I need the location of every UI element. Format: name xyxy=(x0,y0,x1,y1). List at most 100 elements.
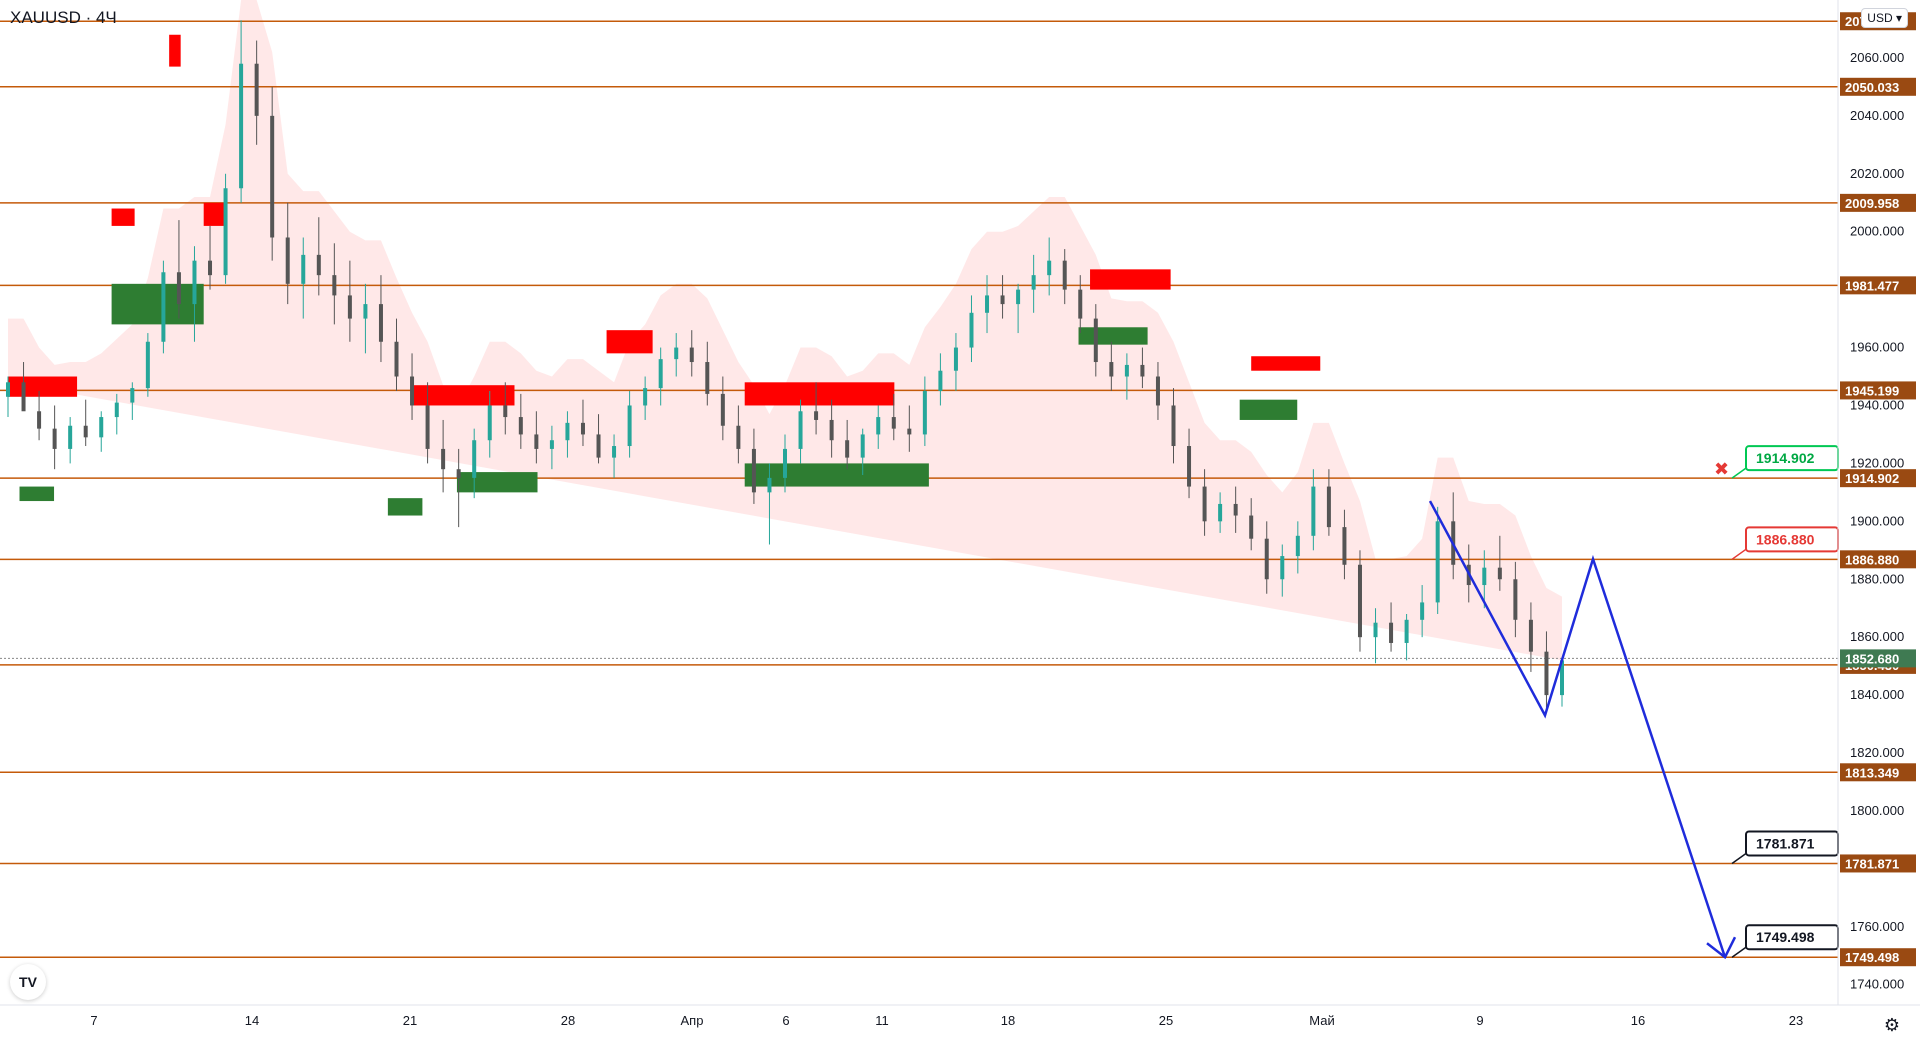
level-price-tag xyxy=(1840,763,1916,782)
candle-body xyxy=(783,448,787,478)
candle-body xyxy=(472,440,477,478)
candle-body xyxy=(612,446,617,458)
red-x-mark-icon: ✖ xyxy=(1714,459,1729,479)
projection-arrowhead xyxy=(1706,936,1737,960)
candle-body xyxy=(441,448,446,470)
candle-body xyxy=(736,425,741,449)
price-tick-label: 1800.000 xyxy=(1850,803,1904,818)
level-price-label: 1945.199 xyxy=(1845,383,1899,398)
candle-body xyxy=(363,304,368,319)
candle-body xyxy=(347,295,352,319)
price-tick-label: 1880.000 xyxy=(1850,571,1904,586)
time-tick-label: 14 xyxy=(245,1013,259,1028)
callout-label: 1886.880 xyxy=(1756,531,1815,547)
level-price-label: 2050.033 xyxy=(1845,80,1899,95)
candle-body xyxy=(410,376,415,406)
candle-body xyxy=(876,417,881,435)
candle-body xyxy=(161,272,166,342)
candle-body xyxy=(1047,260,1052,276)
time-tick-label: 9 xyxy=(1476,1013,1483,1028)
candle-body xyxy=(254,63,259,116)
candle-body xyxy=(1544,651,1549,696)
candle-body xyxy=(674,347,679,360)
supply-zone xyxy=(1251,356,1321,371)
candle-body xyxy=(145,341,150,389)
level-price-label: 1749.498 xyxy=(1845,950,1899,965)
level-price-label: 1886.880 xyxy=(1845,552,1899,567)
candle-body xyxy=(332,275,337,296)
candle-body xyxy=(596,434,601,458)
price-tick-label: 1960.000 xyxy=(1850,340,1904,355)
level-price-label: 1914.902 xyxy=(1845,471,1899,486)
candle-body xyxy=(487,405,492,441)
price-tick-label: 1860.000 xyxy=(1850,629,1904,644)
level-price-tag xyxy=(1840,193,1916,212)
candle-body xyxy=(1187,446,1192,487)
level-price-label: 1981.477 xyxy=(1845,278,1899,293)
candle-body xyxy=(705,362,710,394)
callout-pointer xyxy=(1731,852,1747,865)
candle-body xyxy=(1062,260,1067,290)
candle-body xyxy=(301,254,306,284)
candle-body xyxy=(845,440,850,458)
demand-zone xyxy=(1239,399,1298,420)
candle-body xyxy=(627,405,632,447)
candle-body xyxy=(1280,556,1285,580)
candle-body xyxy=(1420,602,1425,620)
candle-body xyxy=(192,260,197,305)
time-tick-label: Апр xyxy=(681,1013,704,1028)
candle-body xyxy=(1171,405,1176,447)
price-tick-label: 1840.000 xyxy=(1850,687,1904,702)
level-price-label: 2009.958 xyxy=(1845,196,1899,211)
supply-zone xyxy=(169,34,181,67)
candle-body xyxy=(503,405,508,418)
candle-body xyxy=(1373,622,1378,638)
candle-body xyxy=(1513,579,1518,620)
candle-body xyxy=(130,388,135,403)
time-tick-label: 7 xyxy=(90,1013,97,1028)
candle-body xyxy=(6,382,10,397)
candle-body xyxy=(1202,486,1207,522)
candle-body xyxy=(658,359,663,389)
candle-body xyxy=(52,428,57,449)
currency-label: USD xyxy=(1867,11,1893,25)
callout-pointer xyxy=(1731,548,1747,560)
candle-body xyxy=(37,411,42,429)
candle-body xyxy=(938,370,943,391)
candle-body xyxy=(114,402,119,418)
supply-zone xyxy=(410,385,515,406)
candle-body xyxy=(394,341,399,377)
candle-body xyxy=(798,411,803,449)
symbol-title[interactable]: XAUUSD · 4Ч xyxy=(10,8,117,27)
demand-zone xyxy=(456,472,538,493)
time-tick-label: 6 xyxy=(782,1013,789,1028)
callout-pointer xyxy=(1731,946,1747,958)
candle-body xyxy=(1233,503,1238,516)
time-tick-label: 18 xyxy=(1001,1013,1015,1028)
demand-zone xyxy=(111,283,204,325)
candle-body xyxy=(83,425,88,438)
supply-zone xyxy=(8,376,78,397)
tradingview-logo-icon[interactable]: TV xyxy=(10,964,46,1000)
callout-pointer xyxy=(1731,467,1747,479)
level-price-tag xyxy=(1840,948,1916,967)
price-tick-label: 1900.000 xyxy=(1850,513,1904,528)
candle-body xyxy=(1031,275,1036,290)
candle-body xyxy=(208,260,213,276)
candle-body xyxy=(518,417,523,435)
currency-selector[interactable]: USD ▾ xyxy=(1861,8,1908,28)
level-price-tag xyxy=(1840,77,1916,96)
level-price-tag xyxy=(1840,381,1916,400)
candle-body xyxy=(549,440,554,449)
candle-body xyxy=(1218,503,1223,522)
callout-label: 1781.871 xyxy=(1756,835,1815,851)
candle-body xyxy=(456,469,461,478)
supply-zone xyxy=(111,208,135,226)
demand-zone xyxy=(19,486,55,502)
candle-body xyxy=(1404,619,1409,643)
candle-body xyxy=(922,390,927,435)
candle-body xyxy=(239,63,244,189)
candle-body xyxy=(1326,486,1331,528)
gear-icon[interactable]: ⚙ xyxy=(1883,1015,1900,1035)
